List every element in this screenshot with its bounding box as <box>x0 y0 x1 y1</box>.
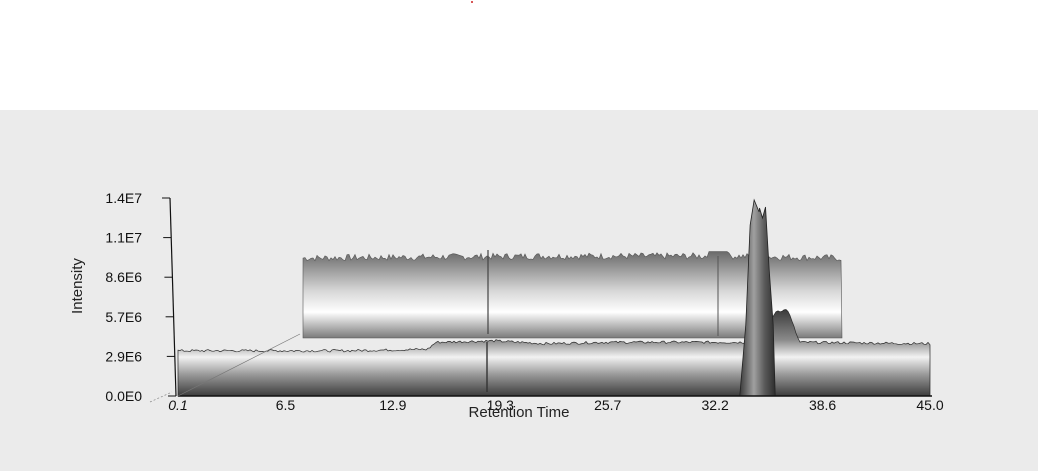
tall-peak <box>739 198 776 397</box>
x-tick-label: 12.9 <box>379 397 406 413</box>
y-axis-line <box>169 197 177 397</box>
x-tick-label: 25.7 <box>594 397 621 413</box>
axes: 0.0E0 2.9E6 5.7E6 8.6E6 1.1E7 1.4E7 0.1 6.5 12.9… <box>105 190 943 413</box>
y-tick-label: 0.0E0 <box>105 388 142 404</box>
x-tick-label: 38.6 <box>809 397 836 413</box>
x-tick-label: 6.5 <box>276 397 296 413</box>
x-tick-label: 32.2 <box>702 397 729 413</box>
y-tick-label: 8.6E6 <box>105 269 142 285</box>
x-tick-label: 19.3 <box>487 397 514 413</box>
y-tick-label: 1.1E7 <box>105 230 142 246</box>
x-axis-title: Retention Time <box>469 404 570 421</box>
y-tick-label: 5.7E6 <box>105 309 142 325</box>
y-tick-label: 2.9E6 <box>105 348 142 364</box>
plot-area: 0.0E0 2.9E6 5.7E6 8.6E6 1.1E7 1.4E7 0.1 6.5 12.9… <box>0 110 1038 471</box>
y-axis-title: Intensity <box>69 258 86 314</box>
chromatogram-3d-chart: 0.0E0 2.9E6 5.7E6 8.6E6 1.1E7 1.4E7 0.1 6.5 12.9… <box>69 190 944 421</box>
blank-header-area <box>0 0 1038 110</box>
x-tick-label: 45.0 <box>916 397 943 413</box>
y-tick-label: 1.4E7 <box>105 190 142 206</box>
marker-dot <box>471 1 473 3</box>
depth-axis-line <box>149 391 173 403</box>
depth-axis-line <box>177 333 301 397</box>
series-front-trace <box>177 198 931 397</box>
x-tick-label: 0.1 <box>168 397 187 413</box>
